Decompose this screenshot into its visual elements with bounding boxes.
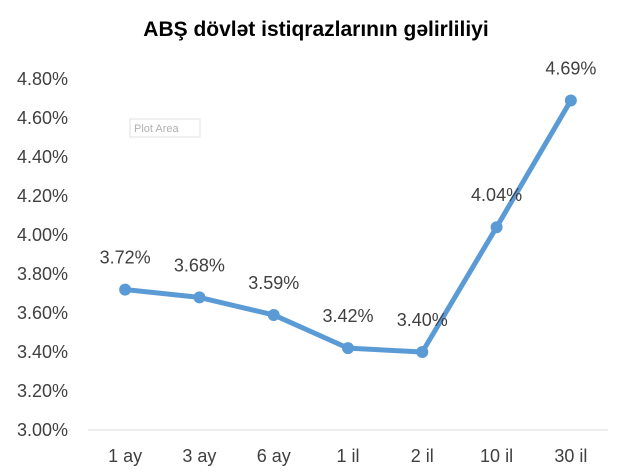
plot-area-tooltip: Plot Area bbox=[129, 118, 201, 138]
chart-title: ABŞ dövlət istiqrazlarının gəlirliliyi bbox=[143, 18, 488, 41]
y-tick-label: 3.00% bbox=[17, 420, 68, 440]
data-point bbox=[267, 308, 280, 321]
data-point bbox=[564, 94, 577, 107]
x-tick-label: 30 il bbox=[554, 446, 587, 466]
data-label: 3.59% bbox=[248, 273, 299, 293]
data-point bbox=[193, 291, 206, 304]
y-tick-label: 3.40% bbox=[17, 342, 68, 362]
y-tick-label: 4.80% bbox=[17, 69, 68, 89]
data-label: 3.42% bbox=[322, 306, 373, 326]
x-tick-label: 2 il bbox=[411, 446, 434, 466]
data-label: 3.68% bbox=[174, 255, 225, 275]
tooltip-text: Plot Area bbox=[134, 123, 180, 135]
x-tick-label: 1 il bbox=[336, 446, 359, 466]
data-labels: 3.72% 3.68% 3.59% 3.42% 3.40% 4.04% 4.69% bbox=[100, 58, 597, 330]
x-tick-label: 10 il bbox=[480, 446, 513, 466]
data-point bbox=[490, 221, 503, 234]
y-tick-label: 4.60% bbox=[17, 108, 68, 128]
data-point bbox=[416, 346, 429, 358]
y-tick-label: 3.80% bbox=[17, 264, 68, 284]
data-point bbox=[342, 342, 354, 355]
y-tick-label: 4.20% bbox=[17, 186, 68, 206]
y-tick-label: 3.60% bbox=[17, 303, 68, 323]
y-tick-label: 4.00% bbox=[17, 225, 68, 245]
data-label: 3.40% bbox=[397, 310, 448, 330]
data-point bbox=[119, 283, 132, 296]
x-tick-label: 3 ay bbox=[182, 446, 216, 466]
x-axis: 1 ay 3 ay 6 ay 1 il 2 il 10 il 30 il bbox=[108, 446, 587, 466]
data-label: 3.72% bbox=[100, 248, 151, 268]
y-tick-label: 4.40% bbox=[17, 147, 68, 167]
x-tick-label: 6 ay bbox=[257, 446, 291, 466]
data-points bbox=[119, 94, 577, 358]
y-tick-label: 3.20% bbox=[17, 381, 68, 401]
data-label: 4.04% bbox=[471, 185, 522, 205]
data-label: 4.69% bbox=[545, 58, 596, 78]
y-axis: 3.00% 3.20% 3.40% 3.60% 3.80% 4.00% 4.20% 4.40%… bbox=[17, 69, 68, 440]
x-tick-label: 1 ay bbox=[108, 446, 142, 466]
